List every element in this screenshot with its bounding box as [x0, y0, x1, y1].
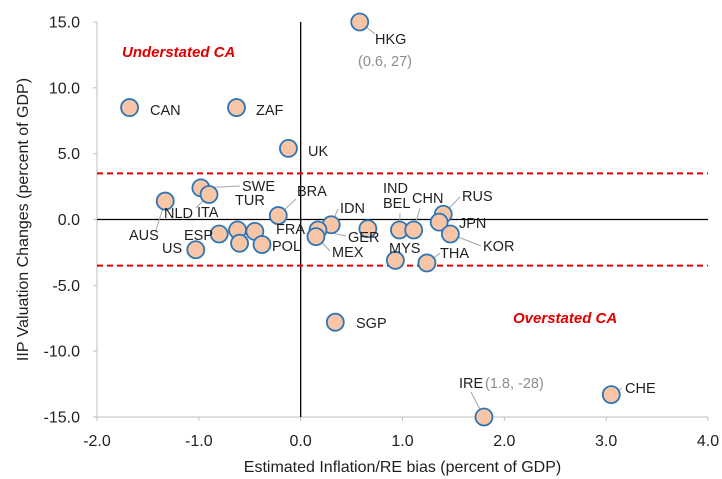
y-tick-label: -5.0 — [52, 278, 80, 295]
x-tick-label: 4.0 — [697, 433, 719, 450]
point-ita — [209, 224, 229, 244]
point-hkg — [350, 12, 370, 32]
point-can — [120, 98, 139, 117]
point-label-jpn: JPN — [459, 216, 486, 232]
point-mex — [306, 227, 326, 247]
point-label-uk: UK — [308, 144, 328, 160]
point-tha — [417, 253, 437, 273]
point-uk — [279, 138, 298, 158]
point-label-ind: IND — [383, 181, 408, 197]
point-nld — [199, 185, 219, 204]
point-label-sgp: SGP — [356, 316, 387, 332]
x-axis-title: Estimated Inflation/RE bias (percent of … — [244, 459, 561, 476]
x-tick-label: 1.0 — [391, 433, 413, 450]
point-label-tur: TUR — [235, 193, 265, 209]
point-label-bel: BEL — [383, 196, 410, 212]
point-label-hkg: HKG — [375, 32, 406, 48]
y-tick-label: -10.0 — [44, 344, 81, 361]
point-sgp — [325, 312, 345, 332]
y-tick-label: 5.0 — [58, 146, 80, 163]
point-kor — [440, 224, 460, 244]
point-label-che: CHE — [625, 381, 656, 397]
point-note-hkg: (0.6, 27) — [358, 54, 412, 70]
region-label: Overstated CA — [513, 310, 617, 327]
point-label-mys: MYS — [389, 241, 420, 257]
y-tick-label: 0.0 — [58, 212, 80, 229]
x-tick-label: 2.0 — [493, 433, 515, 450]
point-label-zaf: ZAF — [256, 103, 284, 119]
point-label-chn: CHN — [412, 191, 443, 207]
point-label-nld: NLD — [164, 206, 193, 222]
point-mys — [385, 250, 405, 270]
point-label-mex: MEX — [332, 245, 364, 261]
data-points — [120, 12, 621, 427]
point-label-aus: AUS — [129, 228, 159, 244]
point-che — [601, 385, 621, 405]
y-tick-label: -15.0 — [44, 410, 81, 427]
y-tick-label: 10.0 — [49, 80, 80, 97]
point-ind — [358, 219, 378, 239]
point-pol — [252, 235, 272, 254]
point-ire — [474, 407, 494, 427]
x-tick-label: -2.0 — [83, 433, 111, 450]
y-tick-label: 15.0 — [49, 15, 80, 32]
point-label-ita: ITA — [197, 205, 219, 221]
y-axis-title: IIP Valuation Changes (percent of GDP) — [15, 78, 32, 361]
region-labels: Understated CA Overstated CA — [122, 44, 617, 327]
axes: -2.0 -1.0 0.0 1.0 2.0 3.0 4.0 15.0 10.0 5.0 0.0 -5.… — [44, 15, 720, 451]
point-jpn — [429, 212, 449, 232]
point-label-fra: FRA — [276, 222, 305, 238]
point-label-esp: ESP — [184, 228, 213, 244]
point-fra — [230, 233, 249, 253]
point-label-us: US — [162, 241, 182, 257]
point-label-rus: RUS — [462, 189, 493, 205]
point-label-bra: BRA — [297, 184, 327, 200]
point-label-ire: IRE — [459, 376, 484, 392]
point-note-ire: (1.8, -28) — [485, 376, 544, 392]
point-us — [186, 240, 206, 260]
point-label-idn: IDN — [340, 201, 365, 217]
point-label-pol: POL — [272, 239, 301, 255]
axis-titles: Estimated Inflation/RE bias (percent of … — [15, 78, 561, 476]
point-label-swe: SWE — [242, 179, 275, 195]
x-tick-label: 0.0 — [290, 433, 312, 450]
x-tick-label: -1.0 — [185, 433, 213, 450]
point-aus — [155, 191, 175, 211]
point-bra — [268, 206, 288, 225]
point-chn — [404, 220, 424, 240]
point-label-kor: KOR — [483, 239, 514, 255]
region-label: Understated CA — [122, 44, 235, 61]
point-label-ger: GER — [348, 230, 379, 246]
point-label-tha: THA — [440, 246, 469, 262]
point-label-can: CAN — [150, 103, 181, 119]
point-zaf — [227, 98, 246, 117]
x-tick-label: 3.0 — [595, 433, 617, 450]
